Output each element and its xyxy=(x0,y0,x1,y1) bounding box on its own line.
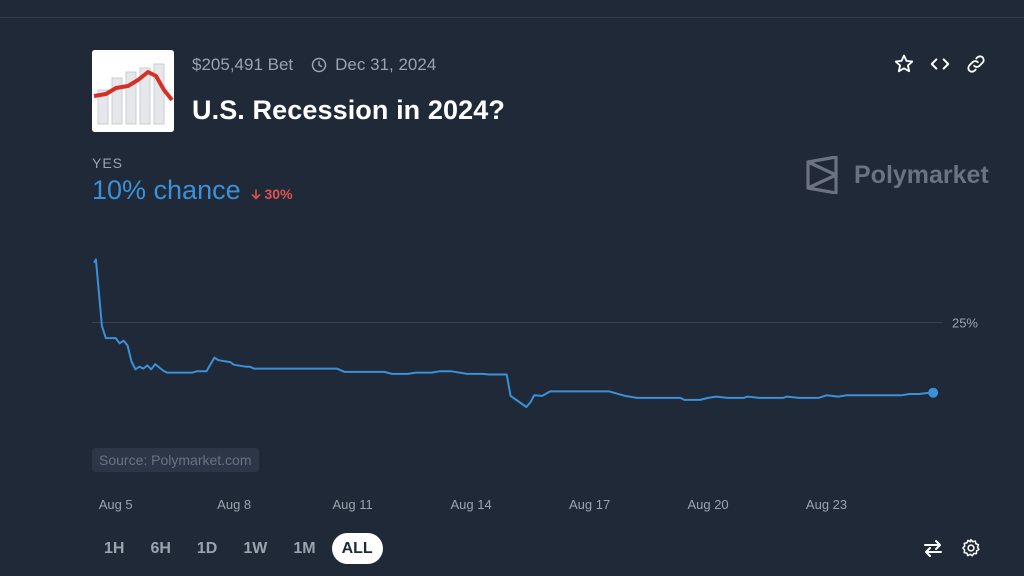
outcome-label: YES xyxy=(92,155,124,171)
x-tick-label: Aug 14 xyxy=(451,497,492,512)
swap-outcome-button[interactable] xyxy=(922,537,944,559)
chance-value: 10% chance xyxy=(92,175,241,205)
chart-tools xyxy=(922,537,982,559)
code-icon xyxy=(930,58,950,70)
range-button-1d[interactable]: 1D xyxy=(196,539,218,557)
range-button-1w[interactable]: 1W xyxy=(243,539,268,557)
top-divider xyxy=(0,17,1024,18)
chance-change: 30% xyxy=(251,186,293,202)
chance-row: 10% chance 30% xyxy=(92,175,293,206)
clock-icon xyxy=(311,57,327,73)
x-tick-label: Aug 5 xyxy=(99,497,133,512)
market-header: $205,491 Bet Dec 31, 2024 U.S. Recession… xyxy=(92,50,992,132)
price-line xyxy=(93,258,934,408)
x-tick-label: Aug 17 xyxy=(569,497,610,512)
bar-chart-decline-thumbnail xyxy=(92,50,174,132)
volume-text: $205,491 Bet xyxy=(192,55,294,74)
market-thumbnail xyxy=(92,50,174,132)
brand-name: Polymarket xyxy=(854,160,989,189)
polymarket-logo: Polymarket xyxy=(804,156,989,194)
embed-button[interactable] xyxy=(928,52,952,76)
arrow-down-icon xyxy=(251,189,260,200)
link-icon xyxy=(967,55,985,73)
end-date-text: Dec 31, 2024 xyxy=(335,55,437,74)
x-tick-label: Aug 20 xyxy=(687,497,728,512)
chart-settings-button[interactable] xyxy=(960,537,982,559)
header-actions xyxy=(892,52,988,76)
x-tick-label: Aug 11 xyxy=(333,497,373,512)
latest-price-dot xyxy=(928,387,939,398)
copy-link-button[interactable] xyxy=(964,52,988,76)
gear-icon xyxy=(962,538,980,557)
favorite-button[interactable] xyxy=(892,52,916,76)
star-icon xyxy=(894,54,914,73)
swap-arrows-icon xyxy=(924,540,942,557)
market-title: U.S. Recession in 2024? xyxy=(192,95,505,125)
source-badge: Source: Polymarket.com xyxy=(92,448,259,472)
market-meta: $205,491 Bet Dec 31, 2024 xyxy=(192,55,436,75)
range-button-all[interactable]: ALL xyxy=(331,533,383,564)
range-button-1m[interactable]: 1M xyxy=(293,539,316,557)
time-range-selector: 1H 6H 1D 1W 1M ALL xyxy=(94,533,383,564)
x-tick-label: Aug 23 xyxy=(806,497,847,512)
x-tick-label: Aug 8 xyxy=(217,497,251,512)
range-button-6h[interactable]: 6H xyxy=(150,539,171,557)
chance-change-value: 30% xyxy=(264,186,293,202)
end-date: Dec 31, 2024 xyxy=(311,55,436,75)
polymarket-logo-icon xyxy=(806,156,838,194)
range-button-1h[interactable]: 1H xyxy=(104,539,125,557)
y-tick-label: 25% xyxy=(952,316,978,331)
